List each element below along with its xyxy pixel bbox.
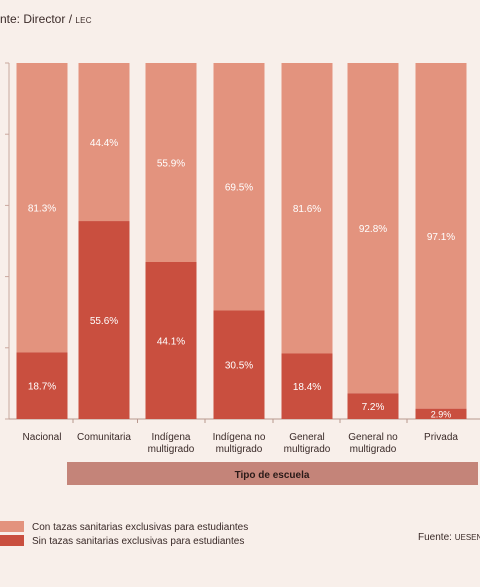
x-tick-label: Indígena: [152, 432, 191, 443]
data-label-con: 81.6%: [293, 204, 321, 215]
bar-con: [347, 63, 399, 394]
x-tick-label: multigrado: [216, 444, 263, 455]
x-tick-label: General no: [348, 432, 398, 443]
data-label-sin: 2.9%: [431, 409, 452, 419]
legend-swatch: [0, 521, 24, 532]
x-axis-title: Tipo de escuela: [235, 470, 310, 481]
bar-con: [213, 63, 265, 311]
bar-sin: [213, 310, 265, 419]
data-label-sin: 30.5%: [225, 361, 253, 372]
x-tick-label: Comunitaria: [77, 432, 131, 443]
x-tick-label: Privada: [424, 432, 458, 443]
x-tick-label: multigrado: [148, 444, 195, 455]
bar-con: [78, 63, 130, 222]
source-abbrev: LEC: [75, 16, 92, 25]
data-label-con: 69.5%: [225, 183, 253, 194]
data-label-sin: 55.6%: [90, 316, 118, 327]
bar-con: [281, 63, 333, 354]
x-tick-label: multigrado: [350, 444, 397, 455]
x-tick-label: Nacional: [23, 432, 62, 443]
bar-con: [16, 63, 68, 353]
bar-sin: [281, 353, 333, 419]
bar-sin: [16, 352, 68, 419]
x-tick-label: multigrado: [284, 444, 331, 455]
legend-swatch: [0, 535, 24, 546]
bar-sin: [415, 408, 467, 419]
legend-label: Sin tazas sanitarias exclusivas para est…: [32, 536, 244, 547]
bar-con: [145, 63, 197, 263]
bar-sin: [78, 221, 130, 419]
data-label-sin: 18.4%: [293, 382, 321, 393]
bar-con: [415, 63, 467, 409]
x-axis-title-band: [67, 462, 478, 485]
data-label-con: 92.8%: [359, 224, 387, 235]
footer-source: Fuente: UESEN: [418, 532, 480, 543]
x-tick-label: General: [289, 432, 325, 443]
bar-sin: [145, 262, 197, 419]
source-label: nte: Director /: [0, 12, 73, 26]
data-label-con: 81.3%: [28, 204, 56, 215]
data-label-sin: 7.2%: [362, 402, 385, 413]
data-label-con: 55.9%: [157, 159, 185, 170]
legend-label: Con tazas sanitarias exclusivas para est…: [32, 522, 248, 533]
chart-source-header: nte: Director / LEC: [0, 12, 92, 26]
x-tick-label: Indígena no: [213, 432, 266, 443]
bar-sin: [347, 393, 399, 419]
footer-source-abbrev: UESEN: [454, 533, 480, 542]
data-label-sin: 44.1%: [157, 337, 185, 348]
data-label-sin: 18.7%: [28, 382, 56, 393]
footer-source-label: Fuente:: [418, 532, 452, 543]
data-label-con: 97.1%: [427, 232, 455, 243]
data-label-con: 44.4%: [90, 138, 118, 149]
